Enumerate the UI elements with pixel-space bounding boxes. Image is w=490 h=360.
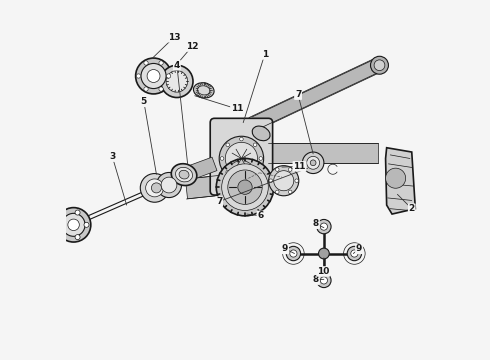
- Text: 4: 4: [173, 61, 180, 70]
- Circle shape: [289, 190, 292, 194]
- Polygon shape: [269, 143, 378, 163]
- Circle shape: [228, 170, 262, 204]
- Circle shape: [253, 143, 257, 147]
- Ellipse shape: [175, 167, 193, 182]
- Circle shape: [220, 157, 224, 160]
- Text: 2: 2: [409, 204, 415, 213]
- Circle shape: [62, 213, 85, 236]
- Text: 8: 8: [313, 275, 319, 284]
- Circle shape: [75, 210, 80, 215]
- Circle shape: [161, 177, 177, 193]
- Circle shape: [144, 87, 148, 91]
- Circle shape: [146, 179, 164, 197]
- Text: 13: 13: [168, 33, 180, 42]
- Circle shape: [253, 170, 257, 174]
- Circle shape: [295, 179, 298, 183]
- Circle shape: [75, 235, 80, 240]
- Text: 11: 11: [231, 104, 244, 113]
- Circle shape: [351, 250, 358, 257]
- Circle shape: [61, 230, 66, 235]
- Circle shape: [226, 143, 229, 147]
- Circle shape: [238, 180, 252, 194]
- Text: 7: 7: [216, 197, 222, 206]
- Circle shape: [167, 74, 171, 78]
- Circle shape: [159, 61, 163, 65]
- Circle shape: [240, 137, 243, 141]
- Ellipse shape: [252, 126, 270, 141]
- Circle shape: [275, 168, 279, 171]
- Circle shape: [141, 63, 166, 89]
- Circle shape: [84, 222, 89, 227]
- Text: 9: 9: [282, 244, 288, 253]
- Circle shape: [302, 152, 324, 174]
- Circle shape: [274, 171, 294, 191]
- Ellipse shape: [172, 164, 197, 185]
- Circle shape: [320, 277, 327, 284]
- Polygon shape: [386, 148, 416, 214]
- Circle shape: [151, 183, 161, 193]
- Text: 9: 9: [356, 244, 362, 253]
- Circle shape: [259, 157, 263, 160]
- Circle shape: [226, 170, 229, 174]
- Circle shape: [317, 220, 331, 234]
- Text: 8: 8: [313, 219, 319, 228]
- Circle shape: [56, 208, 91, 242]
- Circle shape: [386, 168, 406, 188]
- Circle shape: [310, 160, 316, 166]
- Circle shape: [275, 190, 279, 194]
- Circle shape: [136, 74, 141, 78]
- Circle shape: [318, 248, 329, 259]
- Ellipse shape: [197, 86, 210, 95]
- Circle shape: [269, 179, 272, 183]
- FancyBboxPatch shape: [210, 118, 272, 195]
- Circle shape: [286, 246, 300, 261]
- Polygon shape: [178, 157, 217, 183]
- Circle shape: [161, 65, 193, 98]
- Circle shape: [156, 172, 181, 198]
- Polygon shape: [249, 58, 381, 131]
- Circle shape: [347, 246, 362, 261]
- Circle shape: [317, 273, 331, 288]
- Ellipse shape: [194, 83, 214, 98]
- Circle shape: [159, 87, 163, 91]
- Circle shape: [320, 223, 327, 230]
- Circle shape: [289, 168, 292, 171]
- Circle shape: [166, 71, 188, 92]
- Circle shape: [307, 156, 319, 169]
- Circle shape: [290, 250, 297, 257]
- Circle shape: [219, 136, 264, 181]
- Circle shape: [374, 60, 385, 71]
- Text: 12: 12: [186, 42, 198, 51]
- Text: 5: 5: [141, 97, 147, 106]
- Circle shape: [136, 58, 172, 94]
- Text: 1: 1: [262, 50, 268, 59]
- Circle shape: [221, 164, 269, 211]
- Circle shape: [269, 166, 299, 196]
- Circle shape: [147, 69, 160, 82]
- Circle shape: [144, 61, 148, 65]
- Text: 10: 10: [317, 267, 329, 276]
- Text: 6: 6: [257, 211, 264, 220]
- Polygon shape: [185, 176, 221, 199]
- Ellipse shape: [179, 170, 189, 179]
- Circle shape: [240, 176, 243, 180]
- Text: 3: 3: [109, 152, 116, 161]
- Circle shape: [68, 219, 79, 230]
- Circle shape: [61, 215, 66, 220]
- Text: 7: 7: [295, 90, 301, 99]
- Circle shape: [140, 174, 169, 202]
- Text: 11: 11: [293, 162, 306, 171]
- Polygon shape: [165, 175, 178, 188]
- Circle shape: [370, 56, 389, 74]
- Circle shape: [225, 142, 258, 175]
- Circle shape: [216, 158, 274, 216]
